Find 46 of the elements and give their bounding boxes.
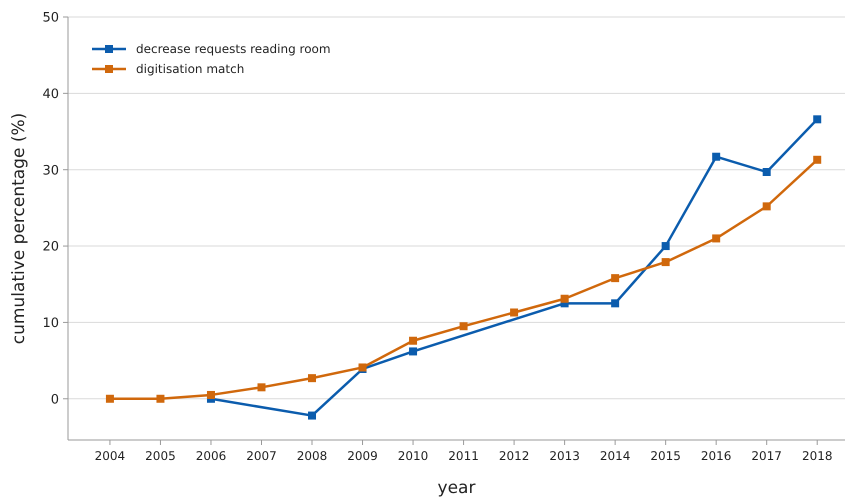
y-tick-label: 40 xyxy=(42,86,59,102)
point xyxy=(510,308,518,316)
point xyxy=(662,242,670,250)
point xyxy=(560,294,569,303)
x-axis-title: year xyxy=(438,478,476,497)
point xyxy=(156,394,164,403)
point xyxy=(813,156,822,164)
point xyxy=(460,322,468,330)
x-tick-label: 2015 xyxy=(650,449,681,463)
y-tick-label: 50 xyxy=(42,10,59,26)
x-tick-label: 2005 xyxy=(145,449,176,463)
y-tick-label: 10 xyxy=(42,316,59,331)
x-tick-label: 2012 xyxy=(498,449,530,463)
x-tick-label: 2006 xyxy=(196,449,226,463)
point xyxy=(762,168,771,176)
point xyxy=(712,234,720,242)
point xyxy=(206,390,215,399)
point xyxy=(762,202,771,210)
point xyxy=(813,115,822,124)
point xyxy=(409,347,418,356)
point xyxy=(308,374,316,382)
legend-label: digitisation match xyxy=(136,62,244,76)
point xyxy=(106,394,114,403)
x-tick-label: 2011 xyxy=(448,449,479,463)
point xyxy=(308,412,316,420)
x-tick-label: 2014 xyxy=(600,449,630,463)
y-axis-title: cumulative percentage (%) xyxy=(9,112,29,344)
y-tick-label: 20 xyxy=(42,240,59,255)
point xyxy=(409,336,418,345)
point xyxy=(611,299,620,308)
legend-label: decrease requests reading room xyxy=(136,42,331,56)
point xyxy=(662,258,670,266)
x-tick-label: 2017 xyxy=(751,449,782,463)
y-tick-label: 30 xyxy=(42,163,59,178)
x-tick-label: 2010 xyxy=(398,449,428,463)
point xyxy=(712,152,720,161)
x-tick-label: 2016 xyxy=(700,449,732,463)
point xyxy=(257,383,266,392)
x-tick-label: 2004 xyxy=(94,449,126,463)
y-tick-label: 0 xyxy=(50,392,59,408)
x-tick-label: 2018 xyxy=(802,449,832,463)
x-tick-label: 2007 xyxy=(246,449,277,463)
x-tick-label: 2013 xyxy=(549,449,580,463)
x-tick-label: 2008 xyxy=(296,449,328,463)
x-tick-label: 2009 xyxy=(347,449,378,463)
point xyxy=(611,274,620,282)
